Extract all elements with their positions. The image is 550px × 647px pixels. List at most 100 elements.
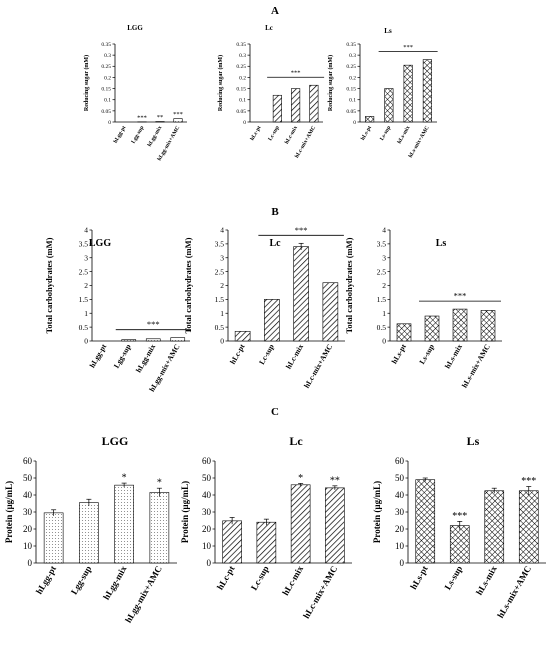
y-tick-label: 40	[23, 490, 33, 500]
chart-title: Ls	[436, 238, 447, 249]
y-tick-label: 0.05	[346, 109, 356, 115]
y-axis-label: Total carbohydrates (mM)	[344, 237, 354, 333]
category-label: hLc-mix+AMC	[302, 343, 334, 390]
chart-a-lc: Lc Reducing sugar (mM) 0 0.05 0.1 0.15 0.2 0.25…	[217, 24, 325, 159]
category-label: Lc-sup	[257, 343, 276, 367]
category-label: Lgg-sup	[69, 564, 93, 596]
significance-label: **	[330, 475, 340, 486]
y-tick-label: 60	[202, 456, 212, 466]
bar	[170, 337, 186, 342]
y-tick-label: 40	[395, 490, 405, 500]
category-label: hLs-mix	[443, 342, 464, 370]
y-tick-label: 3.5	[79, 240, 89, 249]
chart-c-ls: Ls Protein (µg/mL) 0 10 20 30 40 50 60 hLs-pt *** L…	[372, 434, 546, 620]
chart-title: LGG	[89, 238, 111, 249]
chart-b-lc: Lc Total carbohydrates (mM) 0 0.5 1 1.5 2 2.5 3 3…	[183, 225, 345, 390]
y-tick-label: 2	[220, 281, 224, 290]
y-tick-label: 0	[220, 337, 224, 346]
category-label: hLc-mix	[284, 342, 305, 370]
y-tick-label: 0	[207, 558, 212, 568]
y-axis-label: Reducing sugar (mM)	[217, 55, 224, 111]
y-tick-label: 0.25	[236, 64, 246, 70]
bar	[415, 479, 436, 564]
y-tick-label: 50	[202, 473, 212, 483]
y-tick-label: 1.5	[377, 295, 387, 304]
y-axis-label: Total carbohydrates (mM)	[183, 237, 193, 333]
y-tick-label: 3.5	[215, 240, 225, 249]
category-label: hLgg-mix	[134, 342, 158, 374]
category-label: hLgg-pt	[113, 125, 128, 145]
y-axis-label: Protein (µg/mL)	[180, 481, 190, 543]
significance-label: ***	[137, 114, 147, 121]
category-label: hLgg-mix+AMC	[123, 564, 164, 625]
significance-label: *	[122, 473, 127, 484]
y-axis-label: Protein (µg/mL)	[372, 481, 382, 543]
y-tick-label: 30	[395, 507, 405, 517]
bar	[256, 521, 277, 564]
chart-b-lgg: LGG Total carbohydrates (mM) 0 0.5 1 1.5 2 2.5 3…	[44, 226, 191, 393]
y-tick-label: 0	[400, 558, 405, 568]
bar	[264, 299, 280, 342]
y-tick-label: 20	[23, 524, 33, 534]
y-tick-label: 4	[382, 226, 386, 235]
bar	[79, 502, 99, 564]
category-label: hLgg-pt	[88, 342, 109, 369]
chart-title: LGG	[127, 24, 143, 32]
category-label: Lgg-sup	[131, 125, 146, 145]
chart-title: LGG	[102, 434, 129, 448]
category-label: hLs-mix+AMC	[495, 564, 533, 620]
y-tick-label: 0.05	[101, 109, 111, 115]
y-tick-label: 30	[202, 507, 212, 517]
y-tick-label: 40	[202, 490, 212, 500]
category-label: hLc-mix+AMC	[301, 564, 339, 620]
y-tick-label: 0.05	[236, 109, 246, 115]
bar	[149, 492, 170, 564]
chart-title: Ls	[467, 434, 480, 448]
significance-label: **	[157, 114, 164, 121]
y-tick-label: 0	[382, 337, 386, 346]
significance-label: *	[157, 478, 162, 489]
y-tick-label: 1.5	[215, 295, 225, 304]
y-tick-label: 10	[395, 541, 405, 551]
category-label: hLs-mix	[474, 564, 499, 597]
y-tick-label: 0.1	[239, 98, 246, 104]
bar	[309, 84, 319, 123]
significance-label: ***	[452, 511, 467, 522]
y-tick-label: 0.5	[79, 323, 89, 332]
category-label: hLc-mix	[284, 125, 299, 145]
category-label: hLs-pt	[408, 564, 429, 591]
y-tick-label: 0.35	[346, 42, 356, 48]
category-label: Ls-sup	[417, 343, 436, 366]
category-label: Lc-sup	[249, 564, 271, 592]
bar	[452, 308, 468, 342]
bar	[396, 323, 412, 342]
y-tick-label: 10	[23, 541, 33, 551]
charts-group: LGG Reducing sugar (mM) 0 0.05 0.1 0.15 0.2 0.2…	[4, 24, 546, 625]
bar	[291, 88, 301, 123]
category-label: hLgg-mix	[147, 125, 164, 148]
bar	[43, 512, 64, 564]
bar	[121, 339, 137, 342]
y-tick-label: 4	[84, 226, 88, 235]
category-label: Ls-sup	[443, 564, 465, 592]
chart-title: Lc	[265, 24, 273, 32]
panel-letter-b: B	[271, 206, 279, 218]
y-tick-label: 0.5	[377, 323, 387, 332]
y-tick-label: 1	[382, 309, 386, 318]
bracket-label: ***	[295, 225, 308, 235]
category-label: hLgg-pt	[34, 564, 58, 596]
y-tick-label: 30	[23, 507, 33, 517]
category-label: hLs-mix+AMC	[408, 125, 431, 159]
bar	[173, 118, 183, 123]
category-label: hLc-pt	[228, 342, 247, 366]
y-tick-label: 0.5	[215, 323, 225, 332]
y-tick-label: 0.35	[101, 42, 111, 48]
y-tick-label: 0.15	[236, 86, 246, 92]
y-tick-label: 0	[353, 120, 356, 126]
y-tick-label: 0	[84, 337, 88, 346]
y-tick-label: 60	[23, 456, 33, 466]
y-tick-label: 0	[108, 120, 111, 126]
y-tick-label: 0.2	[239, 75, 246, 81]
y-tick-label: 20	[395, 524, 405, 534]
